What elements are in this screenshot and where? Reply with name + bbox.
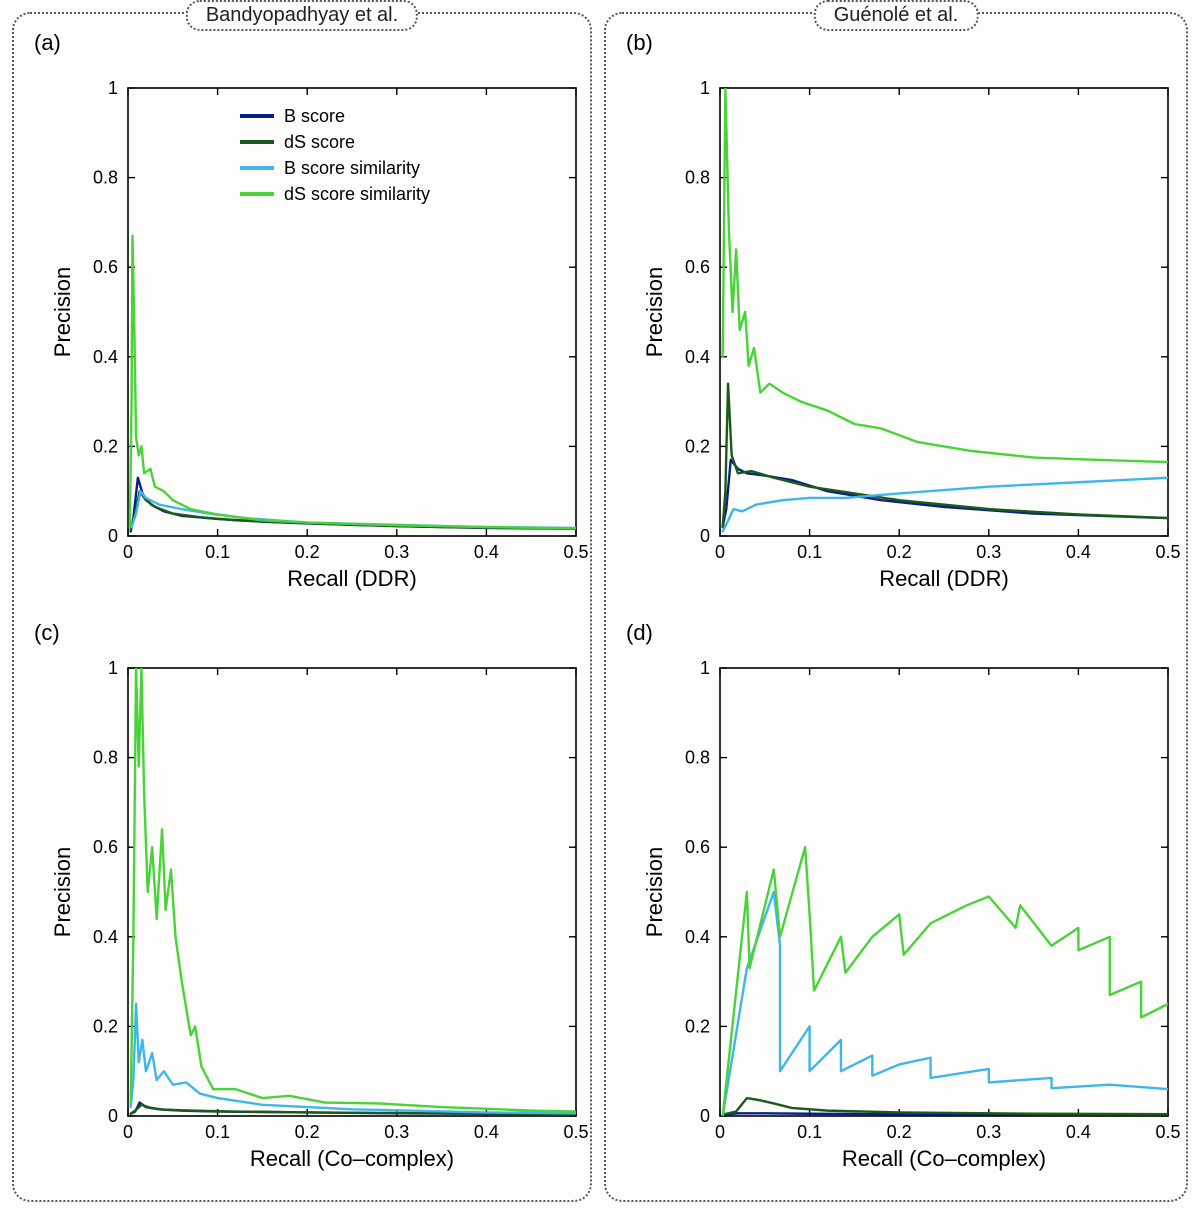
- series-ds_score_sim: [131, 668, 576, 1112]
- ytick-label: 0.8: [685, 748, 710, 768]
- ytick-label: 1: [108, 658, 118, 678]
- xtick-label: 0.2: [887, 1122, 912, 1142]
- ytick-label: 0.6: [685, 837, 710, 857]
- ytick-label: 0.4: [685, 347, 710, 367]
- legend-swatch: [240, 114, 274, 118]
- ytick-label: 0.8: [93, 748, 118, 768]
- series-ds_score: [723, 384, 1168, 527]
- ytick-label: 0.6: [685, 257, 710, 277]
- series-b_score: [723, 460, 1168, 527]
- series-b_score_sim: [723, 892, 1168, 1116]
- legend-swatch: [240, 140, 274, 144]
- x-axis-title: Recall (DDR): [287, 566, 417, 591]
- panel-a: (a) 0 0.1 0.2 0.3 0.4 0.5 0 0.2 0.4 0.6 0.8 1 Recall …: [30, 28, 590, 598]
- xtick-label: 0.4: [1066, 542, 1091, 562]
- xtick-label: 0.1: [797, 542, 822, 562]
- y-axis-title: Precision: [642, 267, 667, 357]
- y-axis-title: Precision: [50, 847, 75, 937]
- ytick-label: 1: [108, 78, 118, 98]
- legend-item: B score: [240, 103, 430, 129]
- xtick-label: 0: [123, 1122, 133, 1142]
- xtick-label: 0.3: [384, 1122, 409, 1142]
- xtick-label: 0.4: [474, 1122, 499, 1142]
- legend-item: B score similarity: [240, 155, 430, 181]
- ytick-label: 0: [700, 526, 710, 546]
- panel-letter: (b): [626, 30, 653, 56]
- xtick-label: 0: [715, 1122, 725, 1142]
- ytick-label: 0.6: [93, 257, 118, 277]
- panel-svg: 0 0.1 0.2 0.3 0.4 0.5 0 0.2 0.4 0.6 0.8 1 Recall (Co…: [30, 618, 590, 1188]
- ytick-label: 0.4: [93, 347, 118, 367]
- xtick-label: 0.2: [295, 1122, 320, 1142]
- xtick-label: 0.2: [295, 542, 320, 562]
- legend-label: B score: [284, 106, 345, 127]
- legend-item: dS score similarity: [240, 181, 430, 207]
- ytick-label: 0.2: [93, 1016, 118, 1036]
- ytick-label: 1: [700, 78, 710, 98]
- ytick-label: 0.8: [93, 168, 118, 188]
- xtick-label: 0.1: [205, 1122, 230, 1142]
- panel-d: (d) 0 0.1 0.2 0.3 0.4 0.5 0 0.2 0.4 0.6 0.8 1 Recall …: [622, 618, 1182, 1188]
- legend: B score dS score B score similarity dS scor…: [240, 103, 430, 207]
- series-ds_score_sim: [130, 236, 576, 529]
- xtick-label: 0.4: [1066, 1122, 1091, 1142]
- legend-label: dS score: [284, 132, 355, 153]
- ytick-label: 0.4: [685, 927, 710, 947]
- panel-c: (c) 0 0.1 0.2 0.3 0.4 0.5 0 0.2 0.4 0.6 0.8 1 Recall …: [30, 618, 590, 1188]
- ytick-label: 0.2: [685, 1016, 710, 1036]
- panel-letter: (a): [34, 30, 61, 56]
- y-axis-title: Precision: [50, 267, 75, 357]
- panel-svg: 0 0.1 0.2 0.3 0.4 0.5 0 0.2 0.4 0.6 0.8 1 Recall (DD…: [622, 28, 1182, 598]
- series-b_score_sim: [131, 1004, 576, 1113]
- ytick-label: 0.2: [685, 436, 710, 456]
- ytick-label: 0: [108, 526, 118, 546]
- panel-letter: (d): [626, 620, 653, 646]
- legend-label: B score similarity: [284, 158, 420, 179]
- xtick-label: 0.3: [976, 1122, 1001, 1142]
- series-ds_score: [724, 1098, 1168, 1114]
- column-label: Guénolé et al.: [814, 0, 979, 31]
- xtick-label: 0.1: [797, 1122, 822, 1142]
- xtick-label: 0: [715, 542, 725, 562]
- figure-root: Bandyopadhyay et al. Guénolé et al. (a) 0 0.…: [0, 0, 1200, 1215]
- xtick-label: 0.2: [887, 542, 912, 562]
- xtick-label: 0.1: [205, 542, 230, 562]
- legend-item: dS score: [240, 129, 430, 155]
- xtick-label: 0.5: [1155, 1122, 1180, 1142]
- ytick-label: 0: [108, 1106, 118, 1126]
- xtick-label: 0.5: [563, 1122, 588, 1142]
- ytick-label: 1: [700, 658, 710, 678]
- x-axis-title: Recall (Co–complex): [250, 1146, 454, 1171]
- panel-letter: (c): [34, 620, 60, 646]
- panel-b: (b) 0 0.1 0.2 0.3 0.4 0.5 0 0.2 0.4 0.6 0.8 1 Recall …: [622, 28, 1182, 598]
- x-axis-title: Recall (DDR): [879, 566, 1009, 591]
- series-ds_score_sim: [723, 88, 1168, 462]
- xtick-label: 0: [123, 542, 133, 562]
- xtick-label: 0.5: [563, 542, 588, 562]
- ytick-label: 0.8: [685, 168, 710, 188]
- panel-svg: 0 0.1 0.2 0.3 0.4 0.5 0 0.2 0.4 0.6 0.8 1 Recall (Co…: [622, 618, 1182, 1188]
- xtick-label: 0.3: [976, 542, 1001, 562]
- legend-swatch: [240, 166, 274, 170]
- ytick-label: 0.4: [93, 927, 118, 947]
- legend-label: dS score similarity: [284, 184, 430, 205]
- xtick-label: 0.4: [474, 542, 499, 562]
- xtick-label: 0.5: [1155, 542, 1180, 562]
- ytick-label: 0.6: [93, 837, 118, 857]
- ytick-label: 0: [700, 1106, 710, 1126]
- xtick-label: 0.3: [384, 542, 409, 562]
- x-axis-title: Recall (Co–complex): [842, 1146, 1046, 1171]
- y-axis-title: Precision: [642, 847, 667, 937]
- legend-swatch: [240, 192, 274, 196]
- ytick-label: 0.2: [93, 436, 118, 456]
- column-label: Bandyopadhyay et al.: [186, 0, 418, 31]
